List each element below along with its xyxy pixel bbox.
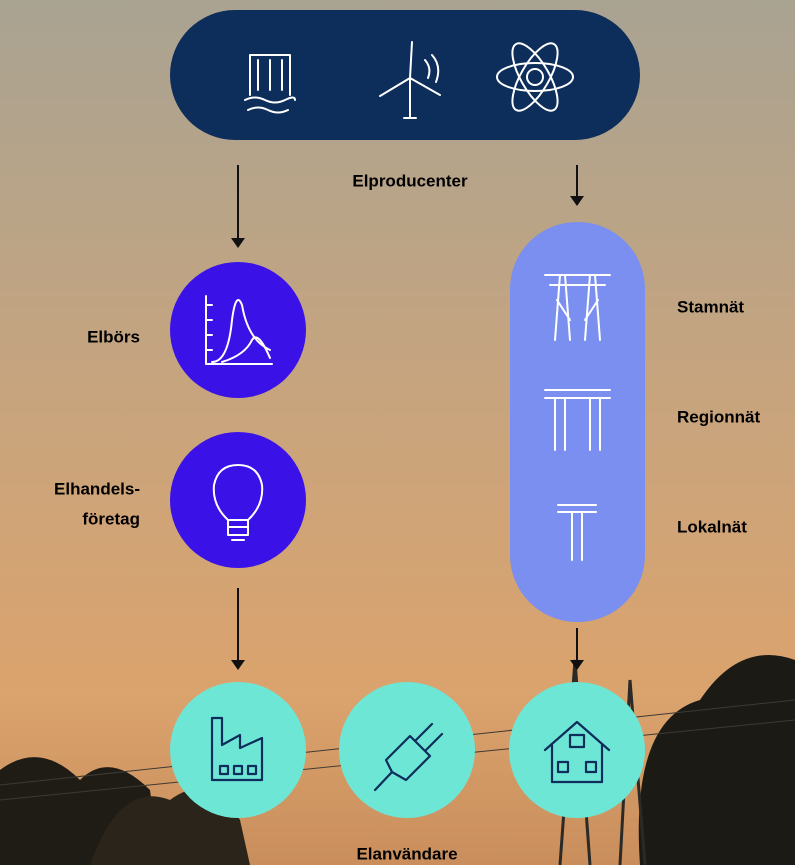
consumer-circle xyxy=(339,682,475,818)
consumer-circle xyxy=(170,682,306,818)
grid-level-label: Lokalnät xyxy=(677,517,747,536)
diagram: Elproducenter Elbörs Elhandels- företag … xyxy=(0,0,795,865)
consumer-circle xyxy=(509,682,645,818)
grid-level-label: Stamnät xyxy=(677,297,744,316)
consumers-label: Elanvändare xyxy=(356,844,457,863)
grid-pill xyxy=(510,222,645,622)
exchange-label: Elbörs xyxy=(87,327,140,346)
retailer-label: företag xyxy=(82,509,140,528)
exchange-circle xyxy=(170,262,306,398)
producers-pill xyxy=(170,10,640,140)
producers-label: Elproducenter xyxy=(352,171,468,190)
grid-level-label: Regionnät xyxy=(677,407,760,426)
retailer-label: Elhandels- xyxy=(54,479,140,498)
retailer-circle xyxy=(170,432,306,568)
